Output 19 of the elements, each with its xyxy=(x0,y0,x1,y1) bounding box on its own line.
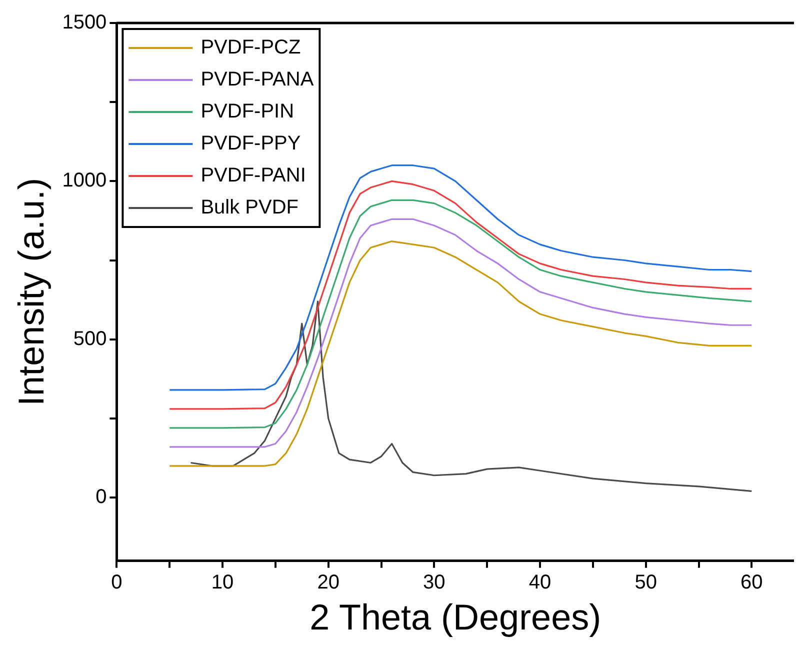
legend-label: PVDF-PCZ xyxy=(200,36,301,59)
x-tick-label: 50 xyxy=(634,571,657,594)
x-axis-title: 2 Theta (Degrees) xyxy=(310,596,602,638)
y-tick-label: 0 xyxy=(96,486,107,508)
x-tick-label: 20 xyxy=(317,571,340,594)
y-axis-title: Intensity (a.u.) xyxy=(10,178,52,406)
y-tick-label: 1500 xyxy=(62,12,107,34)
legend-label: PVDF-PIN xyxy=(200,100,294,123)
x-tick-label: 10 xyxy=(211,571,234,594)
x-tick-label: 30 xyxy=(423,571,446,594)
x-tick-label: 40 xyxy=(528,571,552,594)
y-tick-label: 500 xyxy=(73,328,107,350)
legend-label: PVDF-PANI xyxy=(200,164,306,187)
x-tick-label: 60 xyxy=(740,571,763,594)
legend-label: PVDF-PPY xyxy=(200,132,301,155)
legend-label: PVDF-PANA xyxy=(200,68,314,91)
x-tick-label: 0 xyxy=(111,571,122,594)
y-tick-label: 1000 xyxy=(62,170,107,192)
legend-label: Bulk PVDF xyxy=(200,196,299,219)
